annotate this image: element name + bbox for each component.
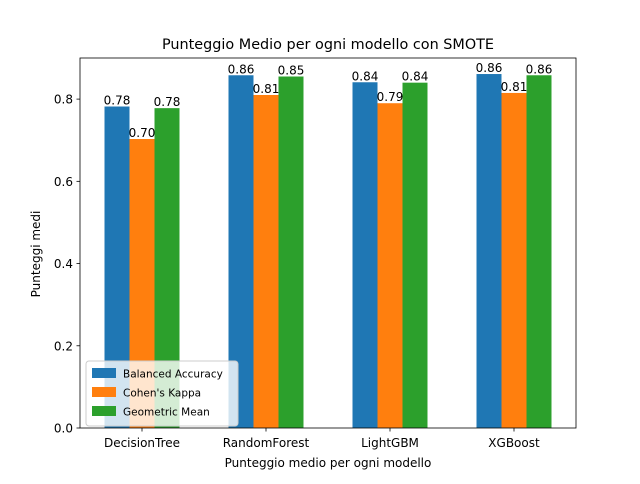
bar-labels-layer: 0.78 0.70 0.78 0.86 0.81 0.85 0.84 0.79 0.84 0.86… — [104, 61, 553, 140]
bar-value-label: 0.85 — [278, 64, 305, 78]
x-axis-label: Punteggio medio per ogni modello — [225, 456, 432, 470]
legend-box — [85, 360, 239, 427]
chart-title: Punteggio Medio per ogni modello con SMO… — [162, 37, 494, 53]
legend-entry-label: Geometric Mean — [123, 407, 210, 419]
bar-cohen-s-kappa-xgboost — [501, 92, 527, 428]
legend-swatch — [92, 368, 116, 378]
x-axis: DecisionTree RandomForest LightGBM XGBoost — [104, 428, 540, 450]
x-tick-label: RandomForest — [223, 436, 310, 450]
bar-value-label: 0.81 — [501, 80, 528, 94]
bar-value-label: 0.79 — [377, 90, 404, 104]
bar-value-label: 0.86 — [526, 62, 553, 76]
bar-balanced-accuracy-xgboost — [476, 74, 502, 429]
legend-entry-label: Balanced Accuracy — [123, 369, 223, 381]
y-tick-label: 0.4 — [54, 257, 73, 271]
bar-cohen-s-kappa-lightgbm — [377, 103, 403, 428]
bar-geometric-mean-randomforest — [278, 76, 304, 428]
bar-value-label: 0.86 — [476, 61, 503, 75]
bar-cohen-s-kappa-randomforest — [253, 95, 279, 428]
y-tick-label: 0.0 — [54, 422, 73, 436]
plot-frame — [79, 57, 577, 429]
x-tick-label: DecisionTree — [104, 436, 180, 450]
y-tick-label: 0.8 — [54, 93, 73, 107]
y-axis: 0.0 0.2 0.4 0.6 0.8 — [54, 93, 80, 436]
y-tick-label: 0.2 — [54, 339, 73, 353]
bar-value-label: 0.84 — [402, 70, 429, 84]
legend: Balanced Accuracy Cohen's Kappa Geometric … — [85, 360, 239, 427]
bar-value-label: 0.70 — [129, 126, 156, 140]
bar-value-label: 0.81 — [253, 82, 280, 96]
bar-value-label: 0.78 — [104, 94, 131, 108]
y-axis-label: Punteggi medi — [29, 211, 43, 298]
bar-value-label: 0.78 — [154, 95, 181, 109]
bar-value-label: 0.86 — [228, 62, 255, 76]
legend-entry-label: Cohen's Kappa — [123, 388, 201, 400]
legend-swatch — [92, 387, 116, 397]
bars-layer — [104, 74, 552, 429]
x-tick-label: LightGBM — [361, 436, 419, 450]
bar-geometric-mean-xgboost — [526, 75, 552, 429]
bar-geometric-mean-lightgbm — [402, 82, 428, 429]
y-tick-label: 0.6 — [54, 175, 73, 189]
legend-swatch — [92, 406, 116, 416]
bar-value-label: 0.84 — [352, 69, 379, 83]
bar-balanced-accuracy-lightgbm — [352, 82, 378, 428]
x-tick-label: XGBoost — [488, 436, 540, 450]
